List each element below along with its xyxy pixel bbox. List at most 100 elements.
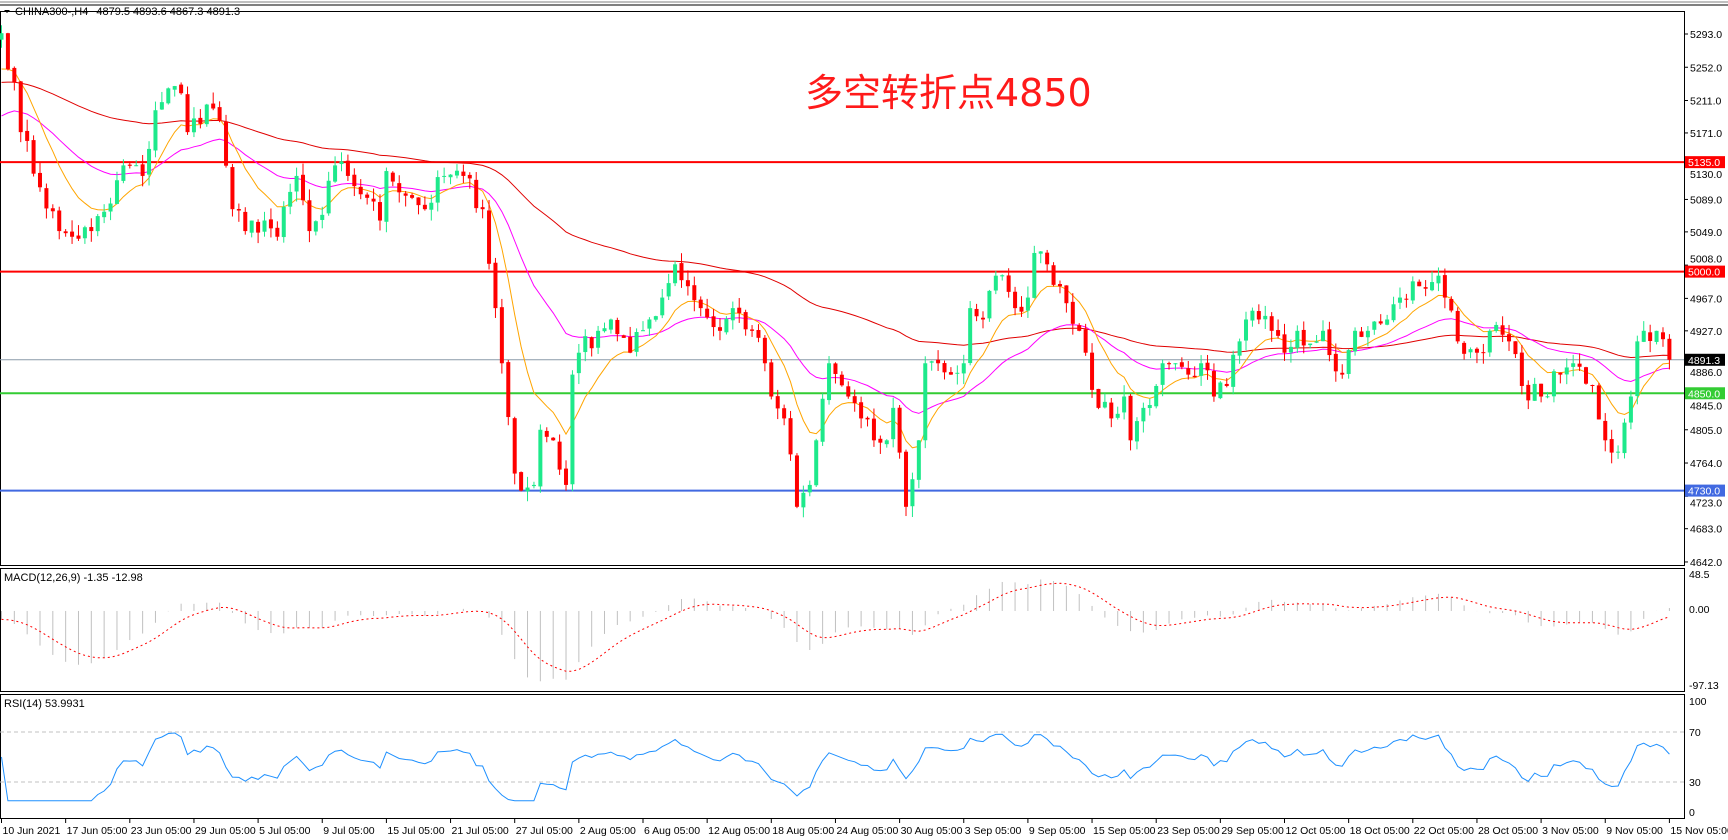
candle-bull [95,216,100,232]
date-tick-label: 23 Sep 05:00 [1157,825,1220,837]
candle-bear [1481,352,1486,354]
candle-bull [1654,330,1659,342]
price-tick-label: 5049.0 [1690,227,1722,239]
candle-bear [1269,316,1274,331]
candle-bear [1333,353,1338,372]
candle-bull [987,290,992,319]
candle-bull [262,220,267,232]
date-tick-label: 12 Oct 05:00 [1286,825,1346,837]
candle-bull [172,86,177,90]
candle-bear [371,198,376,202]
candle-bull [827,363,832,401]
candle-bull [114,180,119,204]
candle-bear [1423,287,1428,289]
price-tick-label: 5089.0 [1690,194,1722,206]
date-tick-label: 3 Sep 05:00 [965,825,1022,837]
candle-bear [307,200,312,232]
candle-bear [37,172,42,188]
candle-bull [1308,343,1313,346]
candle-bull [531,484,536,487]
date-tick-label: 18 Aug 05:00 [772,825,834,837]
candle-bull [1628,396,1633,423]
candle-bear [499,307,504,364]
price-tick-label: 4927.0 [1690,326,1722,338]
candle-bull [929,361,934,363]
candle-bear [1057,284,1062,287]
candle-bear [1006,275,1011,292]
candle-bull [1154,385,1159,407]
candle-bull [1025,297,1030,311]
candle-bull [923,363,928,441]
candle-bear [140,164,145,176]
macd-tick-top: 48.5 [1689,569,1710,581]
candle-bear [461,171,466,176]
macd-title: MACD(12,26,9) -1.35 -12.98 [4,572,143,584]
level-tag [1685,156,1725,169]
candle-bull [1616,451,1621,453]
candle-bear [737,307,742,314]
price-tick-label: 5211.0 [1690,96,1721,108]
date-tick-label: 18 Oct 05:00 [1350,825,1410,837]
ohlc-label: 4879.5 4893.6 4867.3 4891.3 [96,6,240,18]
candle-bull [1160,363,1165,385]
candle-bear [948,372,953,375]
candle-bear [1500,325,1505,335]
candle-bull [1430,282,1435,291]
candle-bear [256,221,261,233]
candle-bull [1397,297,1402,303]
candle-bull [333,165,338,182]
candle-bull [968,308,973,364]
macd-signal-line [1,582,1670,672]
candle-bull [602,328,607,332]
candle-bull [814,440,819,486]
macd-panel[interactable] [0,568,1685,692]
candle-bull [1244,319,1249,341]
candle-bull [1391,304,1396,321]
candle-bear [679,263,684,281]
candle-bear [1128,395,1133,441]
candle-bull [442,175,447,177]
candle-bull [435,177,440,203]
candle-bear [1590,385,1595,387]
candle-bull [448,174,453,178]
candle-bull [596,330,601,348]
candle-bull [583,336,588,353]
candle-bear [1404,298,1409,300]
macd-tick-zero: 0.00 [1689,604,1710,616]
candle-bull [1353,330,1358,352]
level-tag-label: 5135.0 [1688,157,1720,169]
date-tick-label: 30 Aug 05:00 [901,825,963,837]
candle-bull [1032,252,1037,298]
candle-bear [1513,341,1518,355]
candle-bull [159,102,164,110]
candle-bear [692,285,697,301]
candle-bull [1365,330,1370,338]
candle-bear [839,374,844,386]
rsi-tick-70: 70 [1689,727,1701,739]
candle-bear [1256,311,1261,320]
dropdown-triangle-icon[interactable] [4,10,10,13]
price-panel[interactable] [0,11,1685,566]
candle-bear [217,107,222,121]
date-tick-label: 9 Jul 05:00 [323,825,375,837]
candle-bull [1622,422,1627,454]
candle-bull [153,110,158,151]
candle-bear [487,210,492,264]
candle-bear [377,202,382,221]
level-tag [1685,265,1725,278]
chart-header: CHINA300-,H4 4879.5 4893.6 4867.3 4891.3 [15,6,240,18]
date-tick-label: 21 Jul 05:00 [452,825,509,837]
candle-bull [1487,330,1492,353]
candle-bull [204,104,209,125]
horizontal-levels [0,161,1684,492]
candle-bear [756,330,761,338]
candle-bull [281,206,286,238]
candle-bear [18,81,23,133]
candle-bear [1584,367,1589,384]
rsi-panel[interactable] [0,694,1685,819]
annotation-text: 多空转折点4850 [805,71,1092,115]
candle-bear [1192,375,1197,378]
candle-bear [63,231,68,234]
candle-bull [288,191,293,207]
